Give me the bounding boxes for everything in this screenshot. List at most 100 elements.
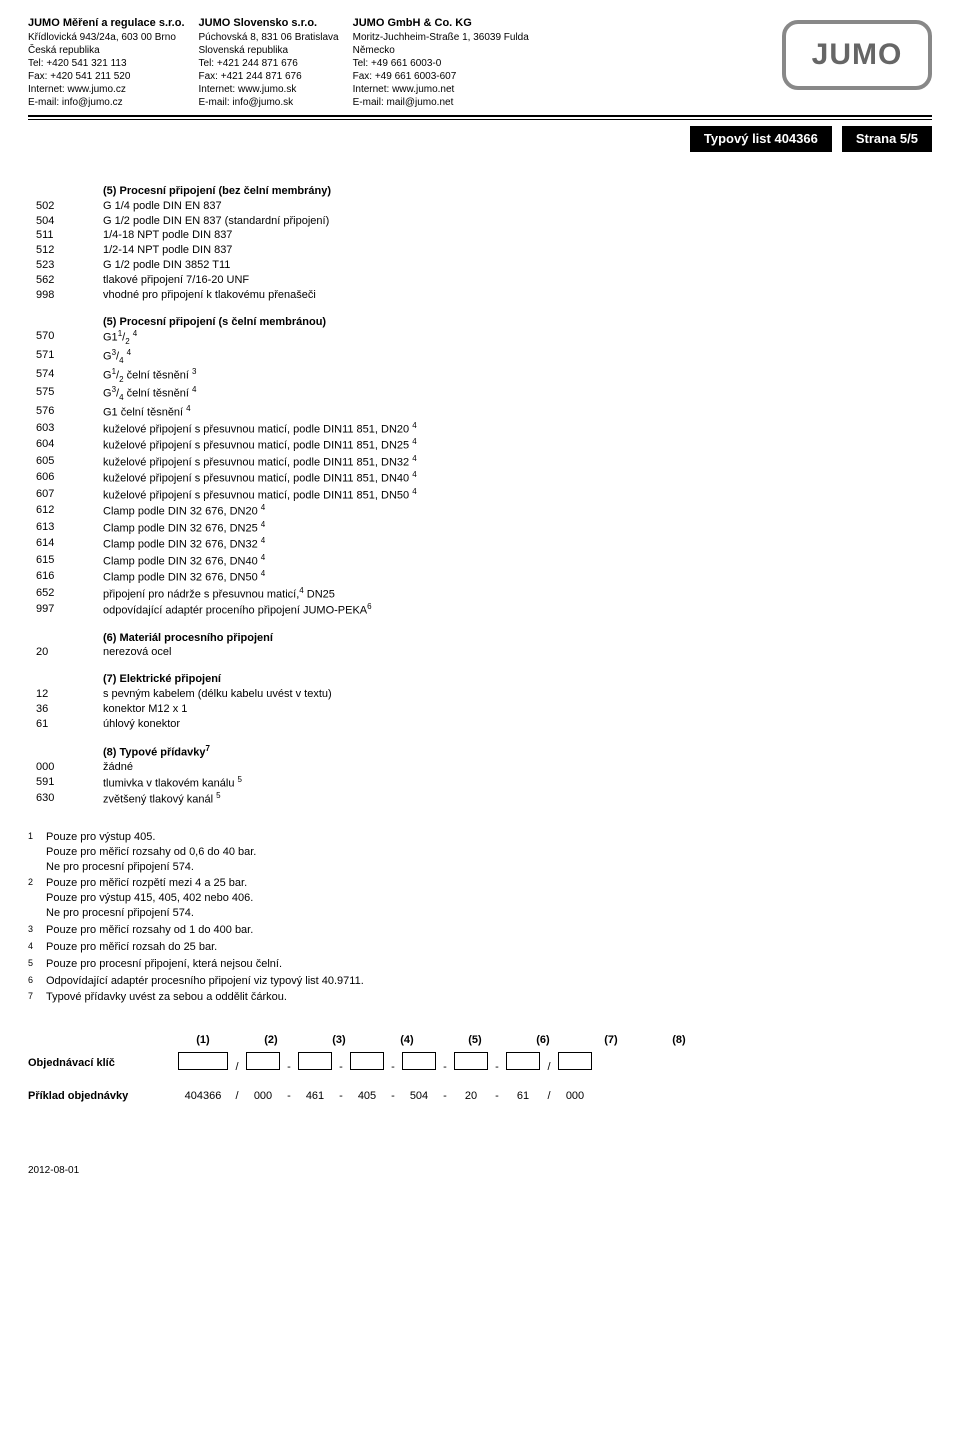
spec-desc: tlumivka v tlakovém kanálu 5 — [103, 775, 932, 792]
spec-code: 605 — [28, 454, 103, 471]
section-head: (5) Procesní připojení (bez čelní membrá… — [103, 184, 932, 199]
example-sep: / — [228, 1089, 246, 1104]
spec-row: 20nerezová ocel — [28, 645, 932, 660]
spec-code: 512 — [28, 243, 103, 258]
order-example-label: Příklad objednávky — [28, 1089, 178, 1104]
spec-code: 511 — [28, 228, 103, 243]
order-col-head: (7) — [586, 1033, 636, 1048]
company-3-line: E-mail: mail@jumo.net — [353, 96, 529, 109]
spec-desc: Clamp podle DIN 32 676, DN50 4 — [103, 569, 932, 586]
footnote: 3Pouze pro měřicí rozsahy od 1 do 400 ba… — [28, 923, 932, 938]
order-box[interactable] — [350, 1052, 384, 1070]
jumo-logo: JUMO — [782, 20, 932, 90]
spec-code: 575 — [28, 385, 103, 404]
spec-desc: kuželové připojení s přesuvnou maticí, p… — [103, 470, 932, 487]
footnote-number: 4 — [28, 940, 40, 955]
footnote-number: 6 — [28, 974, 40, 989]
spec-code: 652 — [28, 586, 103, 603]
spec-row: 591tlumivka v tlakovém kanálu 5 — [28, 775, 932, 792]
footnote-number: 3 — [28, 923, 40, 938]
order-sep: - — [280, 1060, 298, 1075]
spec-tables: (5) Procesní připojení (bez čelní membrá… — [28, 182, 932, 808]
spec-row: 603kuželové připojení s přesuvnou maticí… — [28, 421, 932, 438]
footnote-text: Typové přídavky uvést za sebou a oddělit… — [46, 990, 932, 1005]
example-value: 404366 — [178, 1089, 228, 1104]
footnote-text: Odpovídající adaptér procesního připojen… — [46, 974, 932, 989]
spec-row: 000žádné — [28, 760, 932, 775]
spec-desc: konektor M12 x 1 — [103, 702, 932, 717]
order-box[interactable] — [558, 1052, 592, 1070]
section-head: (7) Elektrické připojení — [103, 672, 932, 687]
order-key-label: Objednávací klíč — [28, 1056, 178, 1071]
spec-desc: úhlový konektor — [103, 717, 932, 732]
example-sep: / — [540, 1089, 558, 1104]
spec-row: 61úhlový konektor — [28, 717, 932, 732]
spec-row: 571G3/4 4 — [28, 348, 932, 367]
order-box[interactable] — [506, 1052, 540, 1070]
order-box[interactable] — [178, 1052, 228, 1070]
spec-row: 630zvětšený tlakový kanál 5 — [28, 791, 932, 808]
company-1-line: Fax: +420 541 211 520 — [28, 70, 185, 83]
example-sep: - — [488, 1089, 506, 1104]
order-col-head: (5) — [450, 1033, 500, 1048]
spec-code: 603 — [28, 421, 103, 438]
order-example-row: Příklad objednávky 404366/000-461-405-50… — [28, 1089, 932, 1104]
spec-code: 615 — [28, 553, 103, 570]
spec-row: 607kuželové připojení s přesuvnou maticí… — [28, 487, 932, 504]
spec-code: 562 — [28, 273, 103, 288]
spec-code: 61 — [28, 717, 103, 732]
order-col-head: (4) — [382, 1033, 432, 1048]
spec-code: 606 — [28, 470, 103, 487]
spec-row: 12s pevným kabelem (délku kabelu uvést v… — [28, 687, 932, 702]
order-box[interactable] — [246, 1052, 280, 1070]
example-sep: - — [436, 1089, 454, 1104]
spec-code: 576 — [28, 404, 103, 421]
company-3-line: Fax: +49 661 6003-607 — [353, 70, 529, 83]
spec-desc: připojení pro nádrže s přesuvnou maticí,… — [103, 586, 932, 603]
page-indicator: Strana 5/5 — [842, 126, 932, 152]
type-sheet-number: Typový list 404366 — [690, 126, 832, 152]
company-1-name: JUMO Měření a regulace s.r.o. — [28, 16, 185, 30]
footnotes: 1Pouze pro výstup 405.Pouze pro měřicí r… — [28, 830, 932, 1005]
company-3-line: Moritz-Juchheim-Straße 1, 36039 Fulda — [353, 31, 529, 44]
spec-code: 523 — [28, 258, 103, 273]
order-sep: - — [384, 1060, 402, 1075]
example-sep: - — [280, 1089, 298, 1104]
footnote: 6 Odpovídající adaptér procesního připoje… — [28, 974, 932, 989]
spec-row: 652připojení pro nádrže s přesuvnou mati… — [28, 586, 932, 603]
company-2-line: E-mail: info@jumo.sk — [199, 96, 339, 109]
spec-code: 570 — [28, 329, 103, 348]
order-col-head: (1) — [178, 1033, 228, 1048]
spec-row: 576G1 čelní těsnění 4 — [28, 404, 932, 421]
spec-row: 605kuželové připojení s přesuvnou maticí… — [28, 454, 932, 471]
spec-row: 562tlakové připojení 7/16-20 UNF — [28, 273, 932, 288]
type-sheet-bar: Typový list 404366 Strana 5/5 — [28, 126, 932, 152]
spec-row: 997odpovídající adaptér proceního připoj… — [28, 602, 932, 619]
spec-code: 20 — [28, 645, 103, 660]
order-sep: / — [540, 1060, 558, 1075]
spec-desc: G1 čelní těsnění 4 — [103, 404, 932, 421]
example-value: 504 — [402, 1089, 436, 1104]
order-sep: - — [436, 1060, 454, 1075]
spec-desc: G3/4 čelní těsnění 4 — [103, 385, 932, 404]
order-sep: - — [332, 1060, 350, 1075]
footnote-text: Pouze pro měřicí rozsah do 25 bar. — [46, 940, 932, 955]
footnote-number: 2 — [28, 876, 40, 921]
order-sep: / — [228, 1060, 246, 1075]
footnote: 4 Pouze pro měřicí rozsah do 25 bar. — [28, 940, 932, 955]
spec-desc: Clamp podle DIN 32 676, DN25 4 — [103, 520, 932, 537]
spec-row: 604kuželové připojení s přesuvnou maticí… — [28, 437, 932, 454]
order-sep: - — [488, 1060, 506, 1075]
order-col-head: (8) — [654, 1033, 704, 1048]
header: JUMO Měření a regulace s.r.o. Křídlovick… — [28, 16, 932, 109]
spec-code: 591 — [28, 775, 103, 792]
example-value: 000 — [246, 1089, 280, 1104]
spec-code: 614 — [28, 536, 103, 553]
order-box[interactable] — [454, 1052, 488, 1070]
document-date: 2012-08-01 — [28, 1164, 932, 1178]
order-box[interactable] — [402, 1052, 436, 1070]
spec-code: 997 — [28, 602, 103, 619]
order-box[interactable] — [298, 1052, 332, 1070]
footnote-number: 7 — [28, 990, 40, 1005]
order-col-head: (3) — [314, 1033, 364, 1048]
